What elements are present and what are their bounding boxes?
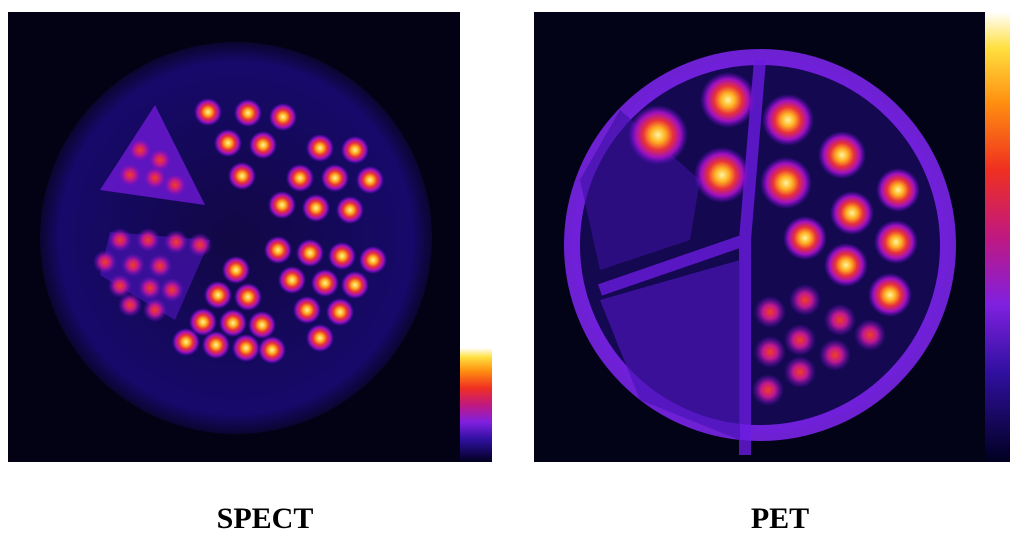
hot-spot [341,136,369,164]
hot-spot [874,220,918,264]
color-bar [460,348,492,462]
hot-spot [214,129,242,157]
hot-spot [302,194,330,222]
hot-spot [341,271,369,299]
hot-spot [830,191,874,235]
hot-spot [824,304,856,336]
hot-spot [296,239,324,267]
hot-spot [143,298,167,322]
hot-spot [326,298,354,326]
hot-spot [306,134,334,162]
panel-label: PET [751,502,809,535]
hot-spot [118,163,142,187]
hot-spot [188,233,212,257]
hot-spot [219,309,247,337]
hot-spot [202,331,230,359]
hot-spot [783,216,827,260]
pet-image [534,12,985,462]
hot-spot [258,336,286,364]
hot-spot [121,253,145,277]
hot-spot [93,250,117,274]
hot-spot [138,276,162,300]
hot-spot [268,191,296,219]
hot-spot [628,105,688,165]
hot-spot [204,281,232,309]
hot-spot [248,311,276,339]
hot-spot [789,284,821,316]
hot-spot [876,168,920,212]
hot-spot [108,228,132,252]
hot-spot [293,296,321,324]
hot-spot [164,230,188,254]
hot-spot [754,336,786,368]
hot-spot [306,324,334,352]
hot-spot [194,98,222,126]
hot-spot [311,269,339,297]
hot-spot [700,72,756,128]
hot-spot [854,319,886,351]
hot-spot [286,164,314,192]
hot-spot [234,99,262,127]
hot-spot [278,266,306,294]
hot-spot [819,339,851,371]
hot-spot [249,131,277,159]
hot-spot [118,293,142,317]
hot-spot [356,166,384,194]
hot-spot [160,278,184,302]
hot-spot [234,283,262,311]
hot-spot [328,242,356,270]
hot-spot [784,324,816,356]
hot-spot [269,103,297,131]
hot-spot [232,334,260,362]
hot-spot [222,256,250,284]
hot-spot [824,243,868,287]
hot-spot [172,328,200,356]
panel-label: SPECT [217,502,314,535]
figure: SPECT PET [0,0,1010,544]
hot-spot [784,356,816,388]
hot-spot [336,196,364,224]
spect-image [8,12,460,462]
hot-spot [359,246,387,274]
hot-spot [868,273,912,317]
hot-spot [321,164,349,192]
hot-spot [163,173,187,197]
hot-spot [762,94,814,146]
hot-spot [148,254,172,278]
hot-spot [136,228,160,252]
hot-spot [694,147,750,203]
hot-spot [760,157,812,209]
hot-spot [752,374,784,406]
hot-spot [228,162,256,190]
hot-spot [818,131,866,179]
hot-spot [754,296,786,328]
color-bar [985,12,1010,462]
hot-spot [264,236,292,264]
